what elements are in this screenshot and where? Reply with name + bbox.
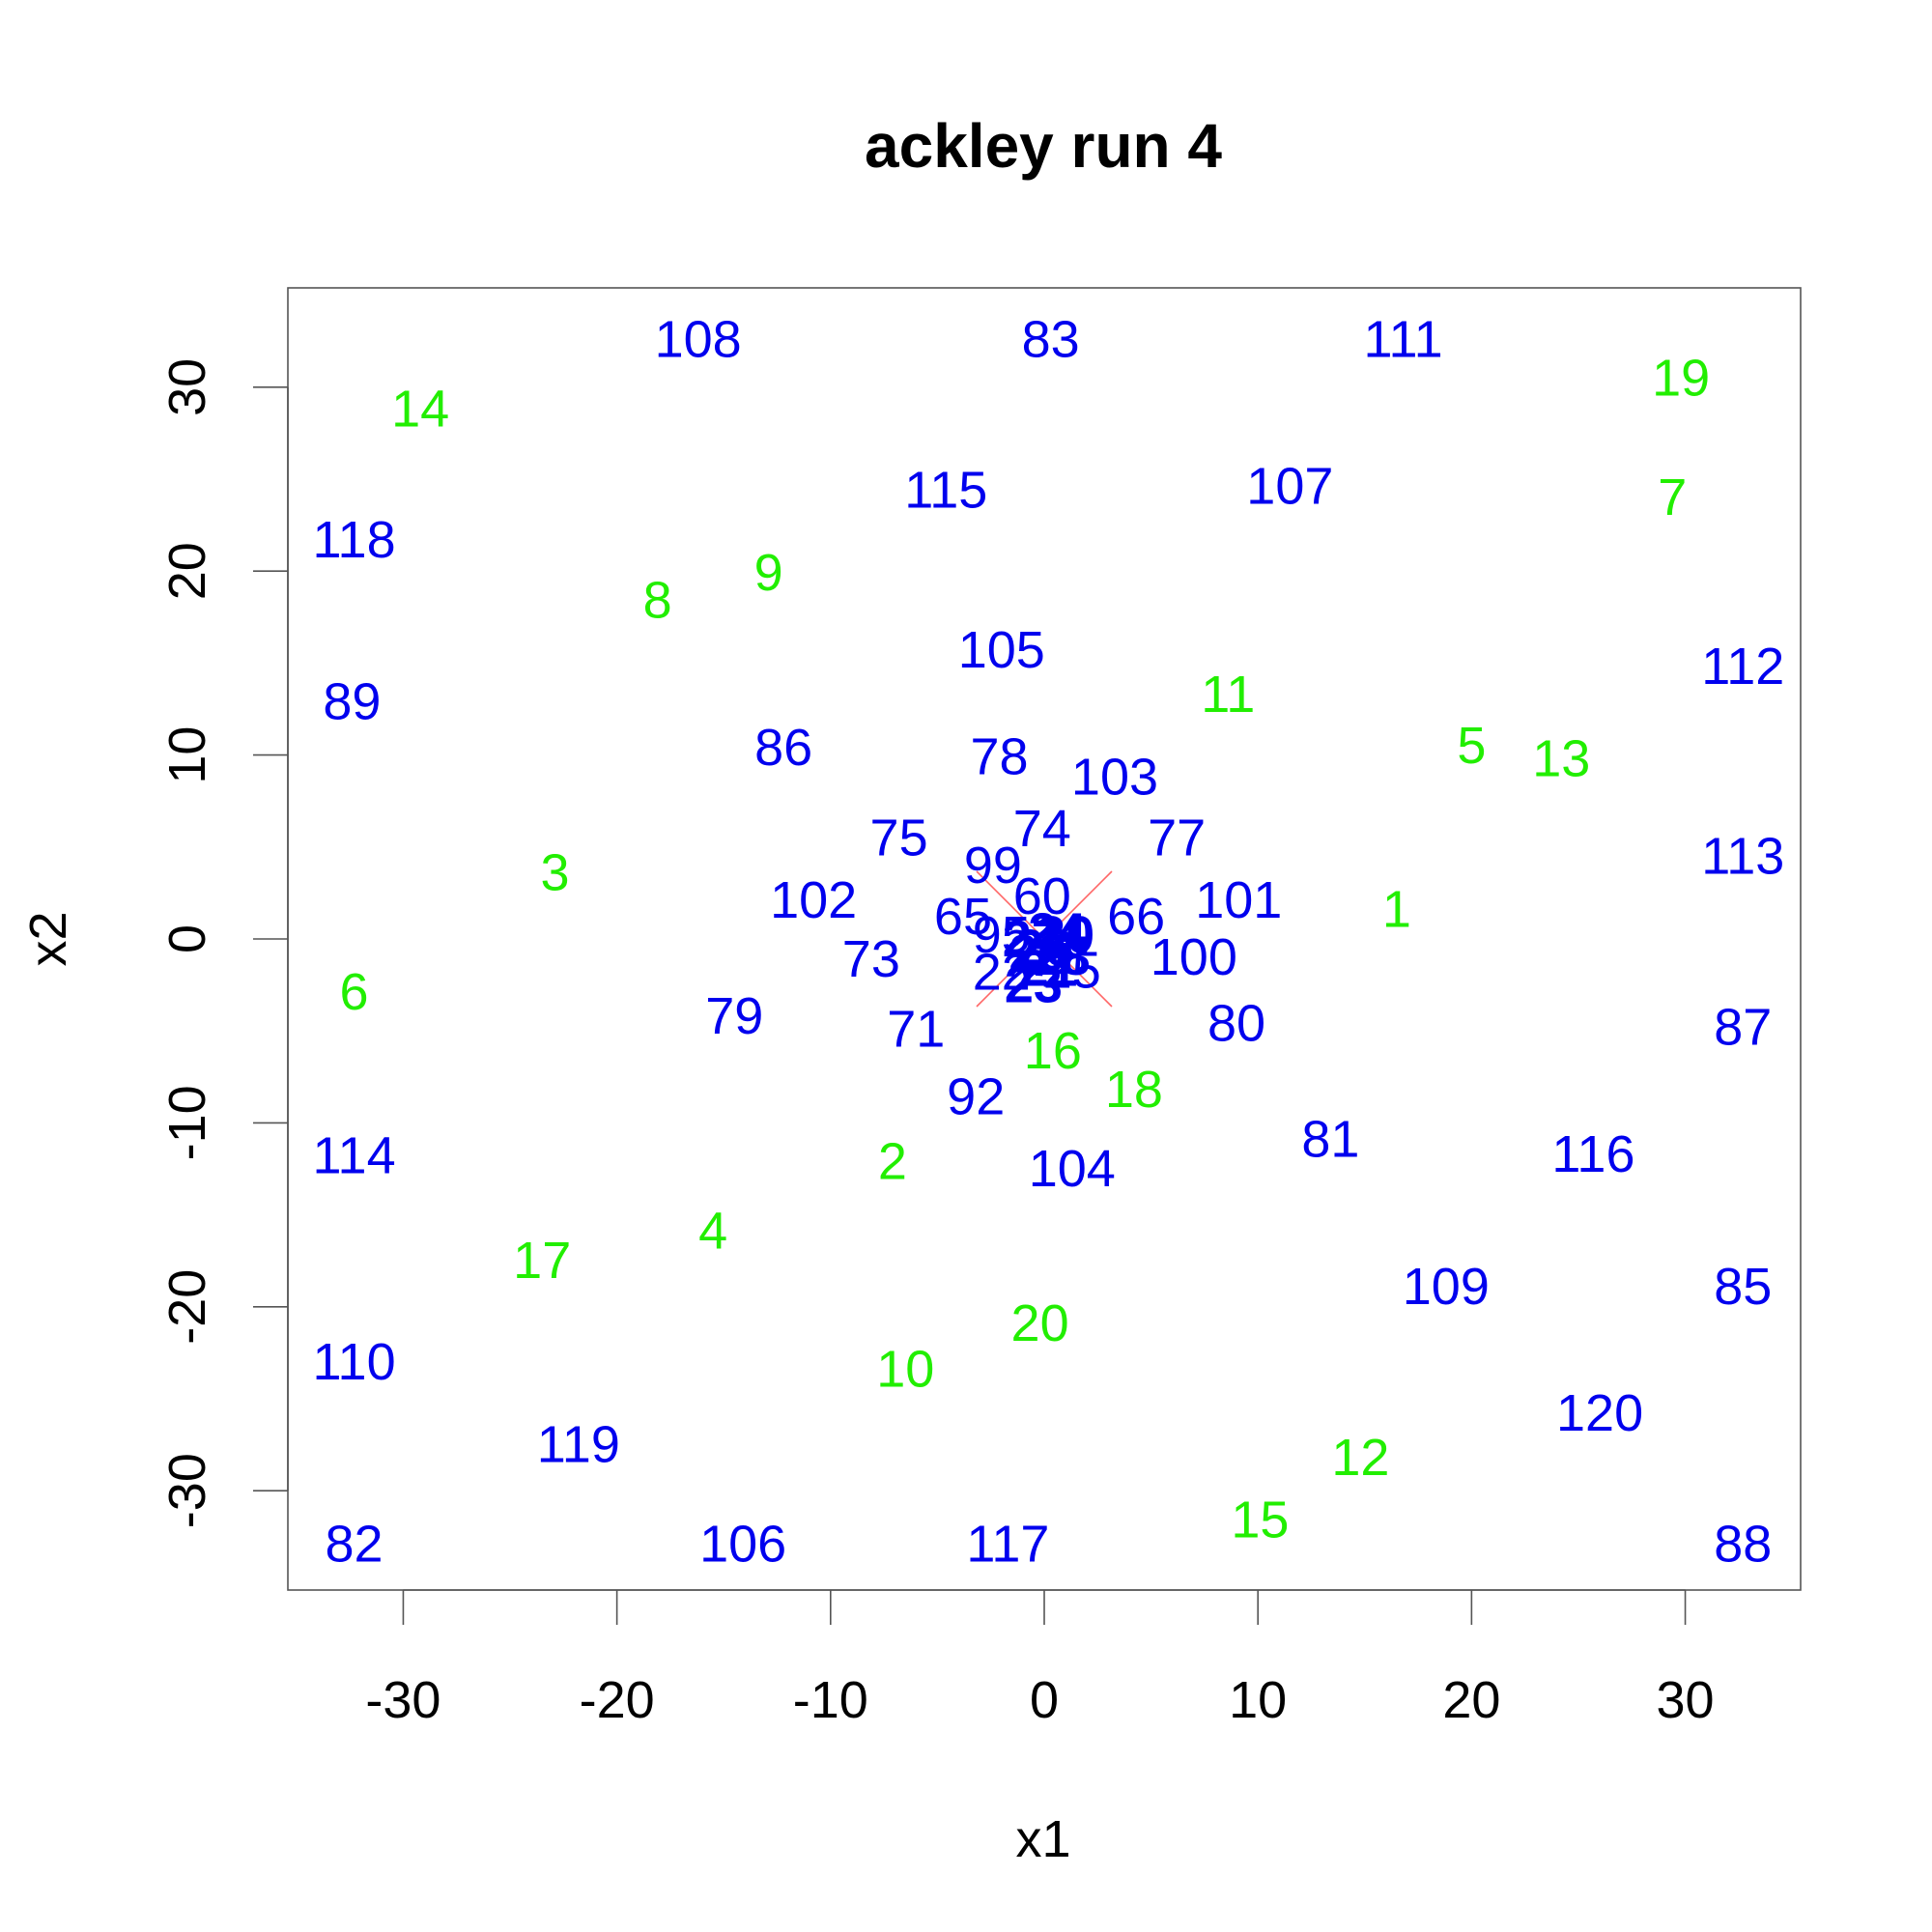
point-label-106: 106 xyxy=(699,1515,786,1573)
point-label-14: 14 xyxy=(391,381,449,439)
point-label-9: 9 xyxy=(754,544,783,602)
y-tick-label: -20 xyxy=(158,1269,216,1345)
point-label-27: 27 xyxy=(1003,910,1061,968)
point-label-87: 87 xyxy=(1714,998,1772,1056)
optimum-marker-stroke xyxy=(976,870,1113,1008)
point-label-5: 5 xyxy=(1457,717,1486,775)
point-label-77: 77 xyxy=(1148,809,1206,867)
point-label-109: 109 xyxy=(1403,1258,1490,1316)
point-label-100: 100 xyxy=(1151,928,1237,986)
point-label-81: 81 xyxy=(1301,1111,1359,1169)
point-label-65: 65 xyxy=(934,888,992,946)
point-label-75: 75 xyxy=(870,809,928,867)
point-label-112: 112 xyxy=(1701,638,1784,696)
optimum-marker xyxy=(976,870,1113,1008)
y-tick-label: 0 xyxy=(158,924,216,953)
point-label-118: 118 xyxy=(313,511,396,569)
point-label-60: 60 xyxy=(1013,867,1071,925)
point-label-83: 83 xyxy=(1022,310,1080,368)
point-label-102: 102 xyxy=(770,871,857,929)
x-tick-label: 30 xyxy=(1657,1671,1715,1729)
x-axis-title: x1 xyxy=(1015,1810,1070,1868)
point-label-2: 2 xyxy=(878,1132,907,1190)
point-label-21: 21 xyxy=(1019,939,1077,997)
point-label-99: 99 xyxy=(964,837,1022,895)
point-label-22: 22 xyxy=(973,943,1031,1001)
point-label-4: 4 xyxy=(698,1203,727,1261)
point-label-23: 23 xyxy=(1005,956,1063,1014)
point-label-110: 110 xyxy=(313,1333,396,1391)
y-tick-label: 30 xyxy=(158,358,216,416)
point-label-17: 17 xyxy=(513,1232,571,1290)
point-label-30: 30 xyxy=(1037,906,1094,964)
point-label-74: 74 xyxy=(1013,800,1071,858)
point-label-117: 117 xyxy=(966,1515,1049,1573)
point-label-89: 89 xyxy=(323,672,381,730)
point-label-78: 78 xyxy=(971,728,1029,786)
point-label-12: 12 xyxy=(1331,1429,1389,1487)
point-label-79: 79 xyxy=(705,987,763,1045)
point-label-11: 11 xyxy=(1201,666,1255,724)
y-tick-label: -30 xyxy=(158,1453,216,1528)
y-axis-title: x2 xyxy=(19,911,77,966)
point-label-8: 8 xyxy=(643,572,672,630)
point-label-88: 88 xyxy=(1714,1515,1772,1573)
point-label-3: 3 xyxy=(540,843,569,901)
point-label-86: 86 xyxy=(754,719,812,777)
point-label-111: 111 xyxy=(1364,310,1443,368)
point-label-73: 73 xyxy=(842,930,900,988)
x-tick-label: -10 xyxy=(793,1671,868,1729)
x-tick-label: 0 xyxy=(1030,1671,1059,1729)
x-tick-label: -20 xyxy=(580,1671,655,1729)
point-label-18: 18 xyxy=(1105,1061,1163,1119)
point-label-95: 95 xyxy=(973,906,1031,964)
x-tick-label: 10 xyxy=(1229,1671,1287,1729)
point-label-104: 104 xyxy=(1029,1140,1116,1198)
point-label-119: 119 xyxy=(537,1416,620,1474)
y-axis: -30 -20 -10 0 10 20 30 xyxy=(158,358,289,1528)
point-label-20: 20 xyxy=(1011,1294,1069,1352)
point-label-82: 82 xyxy=(326,1515,384,1573)
x-tick-label: 20 xyxy=(1442,1671,1500,1729)
y-tick-label: 10 xyxy=(158,726,216,784)
point-label-28: 28 xyxy=(1033,928,1091,986)
point-label-15: 15 xyxy=(1231,1492,1289,1549)
y-tick-label: 20 xyxy=(158,542,216,600)
point-label-105: 105 xyxy=(958,621,1045,679)
point-label-85: 85 xyxy=(1714,1258,1772,1316)
x-axis: -30 -20 -10 0 10 20 30 xyxy=(365,1589,1715,1729)
point-label-10: 10 xyxy=(876,1341,934,1399)
point-label-120: 120 xyxy=(1556,1384,1643,1442)
point-label-25: 25 xyxy=(1043,941,1101,999)
point-label-115: 115 xyxy=(904,461,987,519)
point-label-13: 13 xyxy=(1532,729,1590,787)
point-label-108: 108 xyxy=(655,310,742,368)
point-label-71: 71 xyxy=(887,1000,945,1058)
point-label-6: 6 xyxy=(340,963,369,1021)
point-label-116: 116 xyxy=(1551,1125,1634,1183)
point-label-24: 24 xyxy=(1028,902,1086,960)
point-label-19: 19 xyxy=(1652,349,1710,407)
point-label-103: 103 xyxy=(1071,748,1158,806)
point-label-66: 66 xyxy=(1107,888,1165,946)
point-label-113: 113 xyxy=(1701,827,1784,885)
point-label-29: 29 xyxy=(1009,924,1066,982)
point-label-114: 114 xyxy=(313,1127,396,1185)
point-label-16: 16 xyxy=(1024,1022,1082,1080)
point-label-26: 26 xyxy=(1015,920,1073,978)
point-label-80: 80 xyxy=(1208,995,1265,1053)
point-label-107: 107 xyxy=(1246,458,1333,516)
point-label-1: 1 xyxy=(1382,881,1411,939)
chart-title: ackley run 4 xyxy=(865,111,1222,181)
point-label-7: 7 xyxy=(1658,469,1687,526)
point-label-92: 92 xyxy=(947,1068,1005,1126)
x-tick-label: -30 xyxy=(365,1671,440,1729)
y-tick-label: -10 xyxy=(158,1085,216,1160)
point-label-101: 101 xyxy=(1195,871,1282,929)
